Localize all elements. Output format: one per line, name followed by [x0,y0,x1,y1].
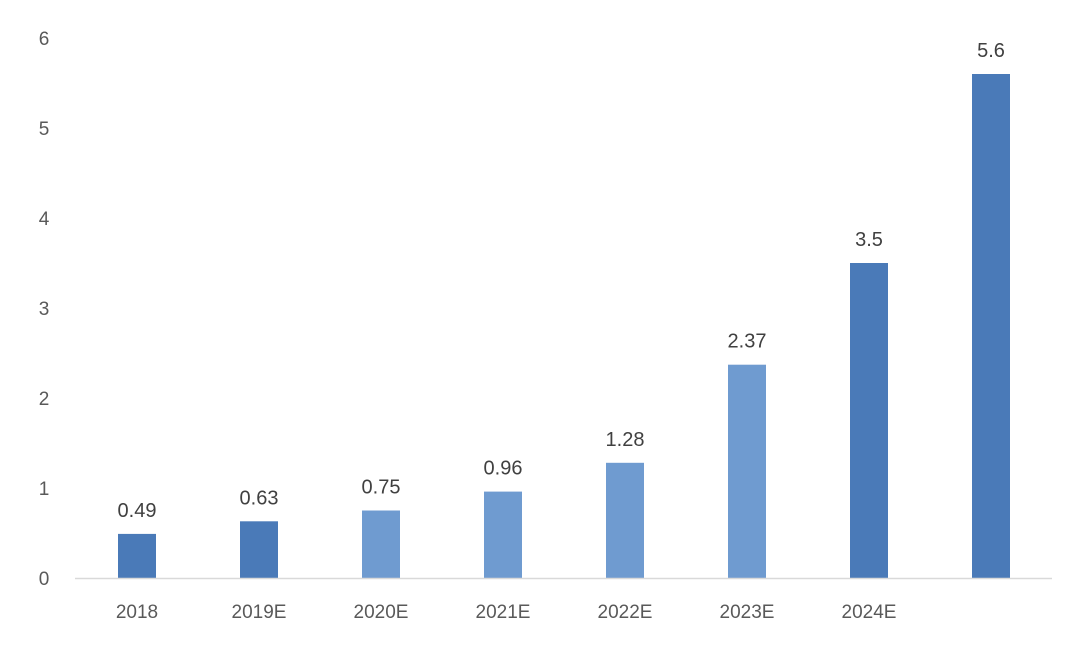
bar-2022E [606,462,644,578]
data-label: 0.96 [484,458,523,480]
data-label: 0.75 [362,477,401,499]
y-tick-label: 0 [39,569,50,590]
bar-unlabeled-7 [972,74,1010,578]
data-label: 3.5 [855,229,883,251]
data-label: 0.63 [240,487,279,509]
x-tick-label: 2021E [476,602,531,623]
bar-2023E [728,364,766,578]
x-tick-label: 2020E [354,602,409,623]
y-tick-label: 6 [39,29,50,50]
x-tick-label: 2018 [116,602,158,623]
data-label: 0.49 [118,500,157,522]
x-tick-label: 2023E [720,602,775,623]
data-labels: 0.49 0.63 0.75 0.96 1.28 2.37 3.5 5.6 [118,40,1005,522]
bar-2021E [484,491,522,578]
y-tick-label: 3 [39,299,50,320]
bar-2020E [362,510,400,578]
data-label: 5.6 [977,40,1005,62]
bar-2024E [850,263,888,578]
x-axis-ticks: 2018 2019E 2020E 2021E 2022E 2023E 2024E [116,602,897,623]
y-tick-label: 5 [39,119,50,140]
bars [118,74,1010,578]
x-tick-label: 2022E [598,602,653,623]
data-label: 2.37 [728,331,767,353]
x-tick-label: 2019E [232,602,287,623]
y-axis-ticks: 0 1 2 3 4 5 6 [39,29,50,590]
data-label: 1.28 [606,429,645,451]
bar-2018 [118,533,156,578]
bar-2019E [240,521,278,578]
y-tick-label: 1 [39,479,50,500]
x-tick-label: 2024E [842,602,897,623]
y-tick-label: 4 [39,209,50,230]
y-tick-label: 2 [39,389,50,410]
